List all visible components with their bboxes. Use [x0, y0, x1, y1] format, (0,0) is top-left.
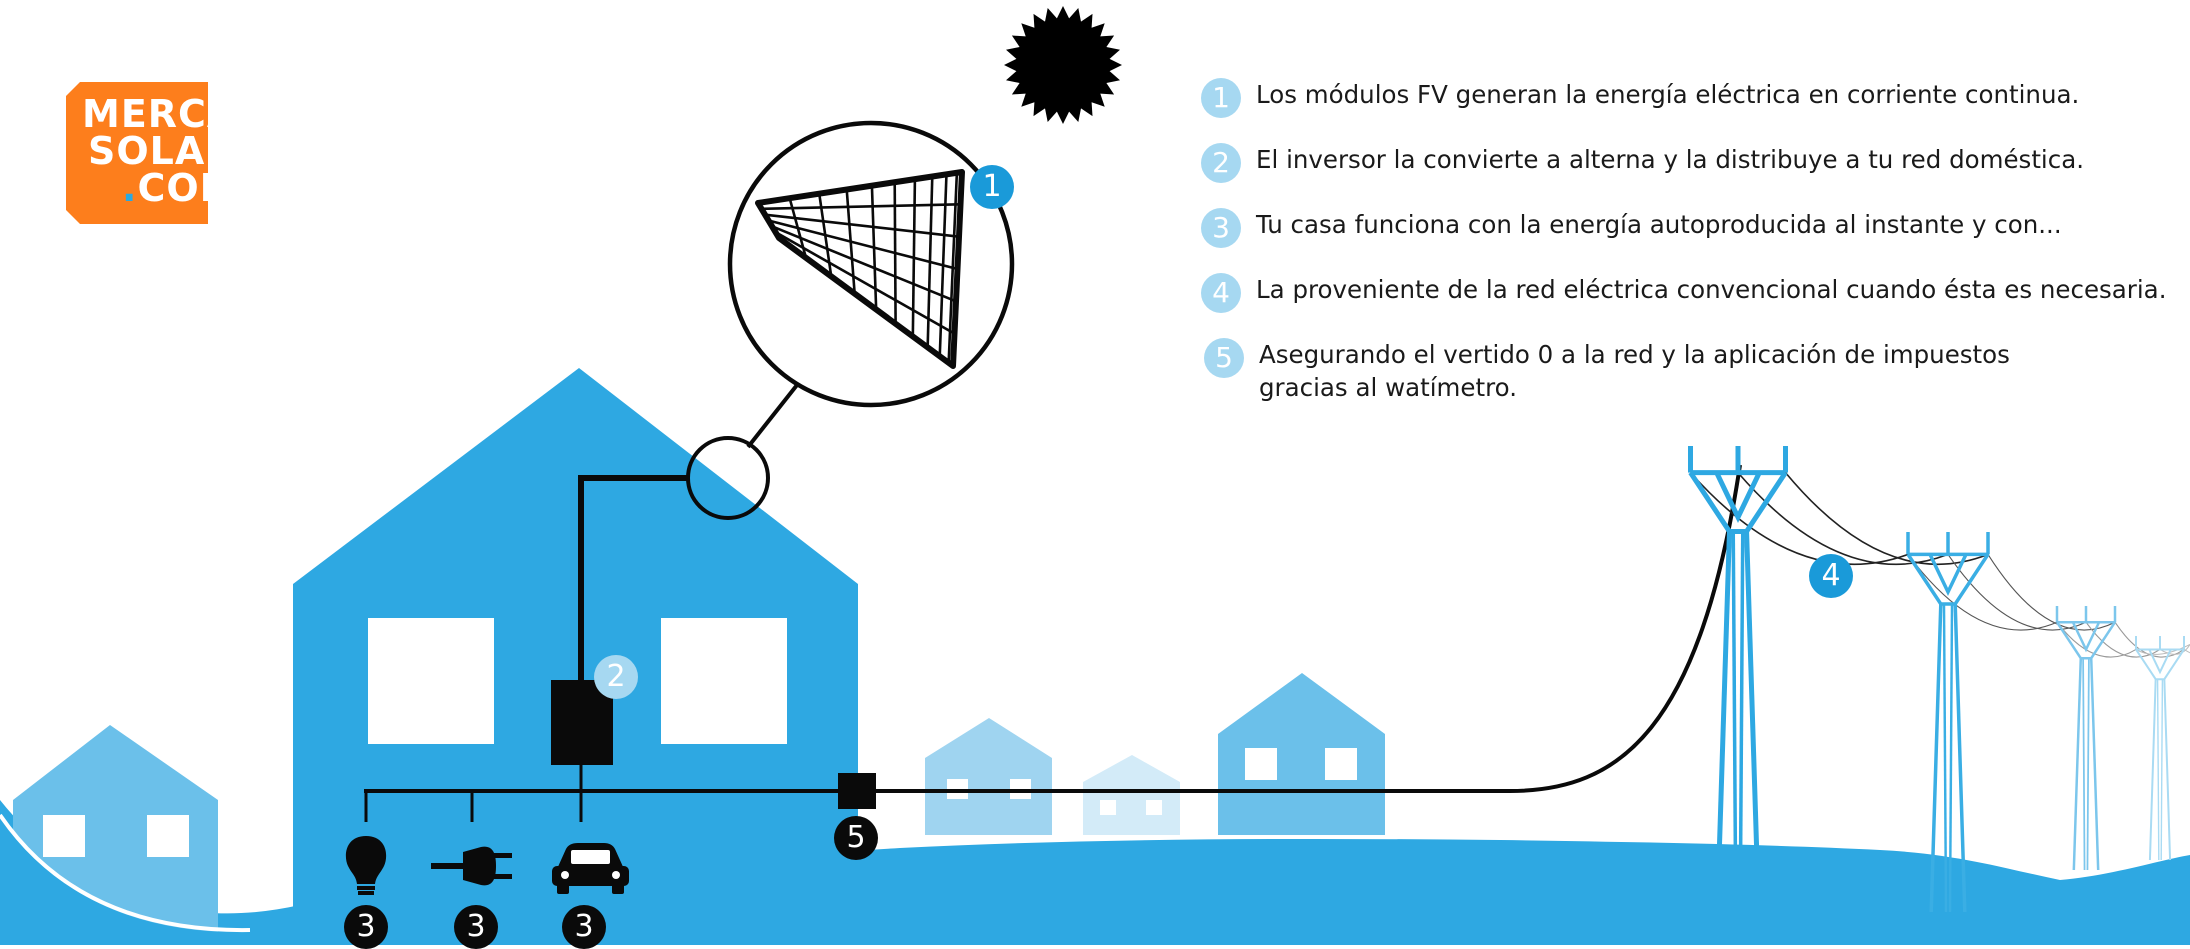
legend-item-1: 1 Los módulos FV generan la energía eléc… — [1201, 78, 2079, 118]
legend-text-1: Los módulos FV generan la energía eléctr… — [1256, 78, 2079, 111]
logo-line1: MERCA — [82, 96, 208, 133]
legend-text-3: Tu casa funciona con la energía autoprod… — [1256, 208, 2062, 241]
inverter-badge: 2 — [594, 655, 638, 699]
legend-number-5: 5 — [1204, 338, 1244, 378]
legend-number-2: 2 — [1201, 143, 1241, 183]
bulb-badge: 3 — [344, 905, 388, 949]
legend-item-2: 2 El inversor la convierte a alterna y l… — [1201, 143, 2084, 183]
grid-badge: 4 — [1809, 554, 1853, 598]
legend-item-3: 3 Tu casa funciona con la energía autopr… — [1201, 208, 2062, 248]
meter-badge: 5 — [834, 816, 878, 860]
panel-badge: 1 — [970, 165, 1014, 209]
logo-line3: COM — [137, 166, 208, 210]
power-tower-icon — [1691, 446, 2185, 912]
logo-dot: . — [122, 166, 137, 210]
solar-panel-callout — [688, 123, 1012, 518]
plug-badge: 3 — [454, 905, 498, 949]
legend-text-2: El inversor la convierte a alterna y la … — [1256, 143, 2084, 176]
legend-number-1: 1 — [1201, 78, 1241, 118]
legend-number-3: 3 — [1201, 208, 1241, 248]
legend-item-5: 5 Asegurando el vertido 0 a la red y la … — [1204, 338, 2010, 404]
mercasolar-logo: MERCA SOLAR .COM — [66, 82, 208, 224]
legend-number-4: 4 — [1201, 273, 1241, 313]
car-badge: 3 — [562, 905, 606, 949]
legend-text-5: Asegurando el vertido 0 a la red y la ap… — [1259, 338, 2010, 371]
legend-item-4: 4 La proveniente de la red eléctrica con… — [1201, 273, 2166, 313]
meter — [838, 773, 876, 809]
sun-icon — [1004, 6, 1122, 124]
logo-line2: SOLAR — [82, 133, 208, 170]
distant-houses — [925, 673, 1385, 835]
legend-text-4: La proveniente de la red eléctrica conve… — [1256, 273, 2166, 306]
legend-text-5-line2: gracias al watímetro. — [1259, 371, 2010, 404]
